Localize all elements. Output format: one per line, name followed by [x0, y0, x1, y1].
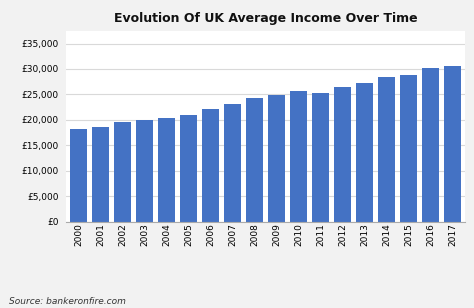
Bar — [136, 120, 153, 222]
Text: Source: bankeronfire.com: Source: bankeronfire.com — [9, 298, 127, 306]
Bar — [114, 122, 131, 222]
Bar — [290, 91, 307, 222]
Bar — [180, 115, 197, 222]
Bar — [268, 95, 285, 222]
Bar — [378, 77, 395, 222]
Bar — [400, 75, 417, 222]
Bar — [356, 83, 373, 222]
Bar — [70, 129, 87, 222]
Bar — [444, 66, 461, 222]
Bar — [158, 118, 175, 222]
Bar — [246, 98, 263, 222]
Bar — [311, 93, 329, 222]
Bar — [91, 127, 109, 222]
Bar — [224, 103, 241, 222]
Bar — [422, 68, 439, 222]
Bar — [201, 109, 219, 222]
Title: Evolution Of UK Average Income Over Time: Evolution Of UK Average Income Over Time — [114, 12, 417, 26]
Bar — [334, 87, 351, 222]
